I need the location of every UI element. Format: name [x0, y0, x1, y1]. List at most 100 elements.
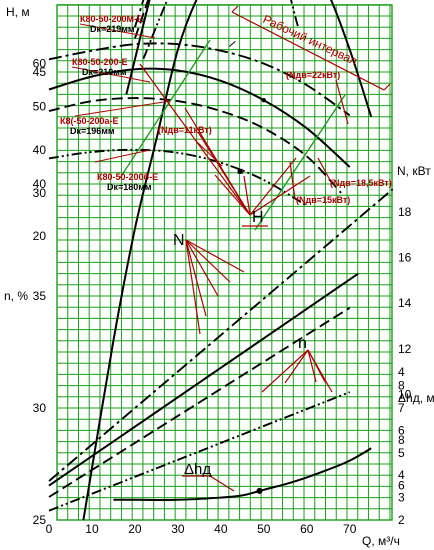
x-tick-label: 50 [257, 522, 271, 536]
power-series-line-2 [48, 272, 359, 487]
interval-bracket-end-left [231, 5, 239, 13]
leader-line-5 [194, 139, 223, 167]
head-series-diameter-2: Dк=210мм [82, 67, 127, 77]
power-arrow-2 [185, 239, 219, 297]
head-point-square [237, 168, 243, 174]
efficiency-tick-label: 25 [33, 513, 47, 527]
efficiency-tick-label: 40 [33, 177, 47, 191]
head-arrow-6 [249, 157, 297, 216]
npsh-axis-title: Δhд, м [398, 391, 434, 405]
efficiency-arrow-1 [261, 349, 309, 393]
curves [48, 0, 394, 521]
efficiency-lower-curve [82, 0, 373, 521]
npsh-marker-label: Δhд [184, 461, 211, 478]
npsh-tick-label: 6 [398, 423, 405, 437]
head-marker-label: H [252, 209, 264, 226]
interval-boundary-right [254, 94, 346, 231]
leader-line-4 [94, 149, 151, 163]
power-note-3: (Nдв=18,5кВт) [330, 178, 392, 188]
power-note-1: (Nдв=22кВт) [286, 70, 340, 80]
power-note-2: (Nдв=11кВт) [158, 125, 212, 135]
head-tick-label: 20 [33, 229, 47, 243]
power-marker-label: N [173, 232, 185, 249]
power-tick-label: 16 [398, 251, 412, 265]
interval-bracket-end-right [383, 83, 391, 91]
power-tick-label: 14 [398, 296, 412, 310]
x-tick-label: 10 [85, 522, 99, 536]
power-tick-label: 18 [398, 205, 412, 219]
annotations [71, 5, 391, 492]
interval-bracket-line [231, 11, 385, 91]
power-tick-label: 6 [398, 479, 405, 493]
grid [56, 4, 393, 521]
head-arrow-4 [214, 174, 251, 216]
npsh-tick-label: 7 [398, 401, 405, 415]
efficiency-arrow-3 [307, 349, 317, 383]
head-series-diameter-3: Dк=196мм [70, 126, 115, 136]
power-axis-title: N, кВт [397, 164, 431, 178]
efficiency-tick-label: 30 [33, 401, 47, 415]
head-series-line-4 [48, 148, 308, 207]
power-tick-label: 8 [398, 433, 405, 447]
head-series-name-3: К8(-50-200а-Е [60, 116, 119, 126]
power-tick-label: 10 [398, 387, 412, 401]
head-series-diameter-1: Dк=219мм [90, 24, 135, 34]
head-point [261, 98, 266, 103]
leader-line-2 [71, 66, 151, 83]
head-series-name-1: К80-50-200М-Е [80, 14, 143, 24]
power-series-line-3 [48, 306, 351, 498]
power-arrow-5 [185, 239, 245, 273]
efficiency-tick-label: 35 [33, 289, 47, 303]
interval-tick-left [229, 40, 236, 47]
npsh-tick-label: 2 [398, 513, 405, 527]
power-series-line-1 [48, 188, 394, 482]
npsh-tick-label: 4 [398, 468, 405, 482]
head-arrow-7 [249, 175, 311, 216]
efficiency-arrow-2 [284, 349, 309, 384]
head-arrow-5 [243, 175, 251, 216]
head-axis-title: H, м [6, 5, 30, 19]
efficiency-arrow-5 [307, 349, 326, 383]
head-tick-label: 40 [33, 143, 47, 157]
x-tick-label: 40 [214, 522, 228, 536]
x-tick-label: 70 [343, 522, 357, 536]
head-series-diameter-4: Dк=180мм [107, 182, 152, 192]
power-note-4: (Nдв=15кВт) [296, 195, 350, 205]
npsh-point [256, 487, 263, 494]
leader-line-3 [74, 100, 171, 117]
power-tick-label-low: 4 [398, 365, 405, 379]
power-tick-label: 12 [398, 342, 412, 356]
efficiency-tick-label: 45 [33, 65, 47, 79]
x-tick-label: 60 [300, 522, 314, 536]
interval-boundary-left [119, 39, 211, 179]
head-arrow-3 [197, 131, 251, 216]
x-tick-label: 20 [128, 522, 142, 536]
npsh-series-line-1 [113, 447, 372, 501]
efficiency-axis-title: n, % [4, 289, 28, 303]
x-axis-title: Q, м³/ч [362, 534, 400, 548]
head-series-name-4: К80-50-200б-Е [97, 172, 158, 182]
leader-line-1 [79, 23, 156, 39]
npsh-tick-label: 3 [398, 491, 405, 505]
power-note-leader-3 [289, 161, 296, 200]
power-arrow-3 [185, 239, 207, 317]
head-arrow-1 [139, 63, 251, 216]
head-series-line-1 [48, 42, 351, 117]
head-tick-label: 60 [33, 57, 47, 71]
npsh-tick-label: 5 [398, 446, 405, 460]
power-note-leader-2 [317, 157, 331, 181]
head-tick-label: 30 [33, 186, 47, 200]
head-series-line-2 [48, 67, 351, 168]
x-tick-label: 30 [171, 522, 185, 536]
power-series-line-4 [48, 391, 351, 512]
power-arrow-1 [185, 239, 231, 283]
efficiency-marker-label: n [298, 335, 307, 352]
npsh-arrow [209, 475, 235, 492]
power-note-leader-1 [335, 79, 349, 125]
head-series-name-2: К80-50-200-Е [72, 57, 128, 67]
head-tick-label: 50 [33, 100, 47, 114]
head-series-line-3 [48, 97, 342, 194]
npsh-tick-label: 8 [398, 379, 405, 393]
power-arrow-4 [185, 239, 201, 335]
